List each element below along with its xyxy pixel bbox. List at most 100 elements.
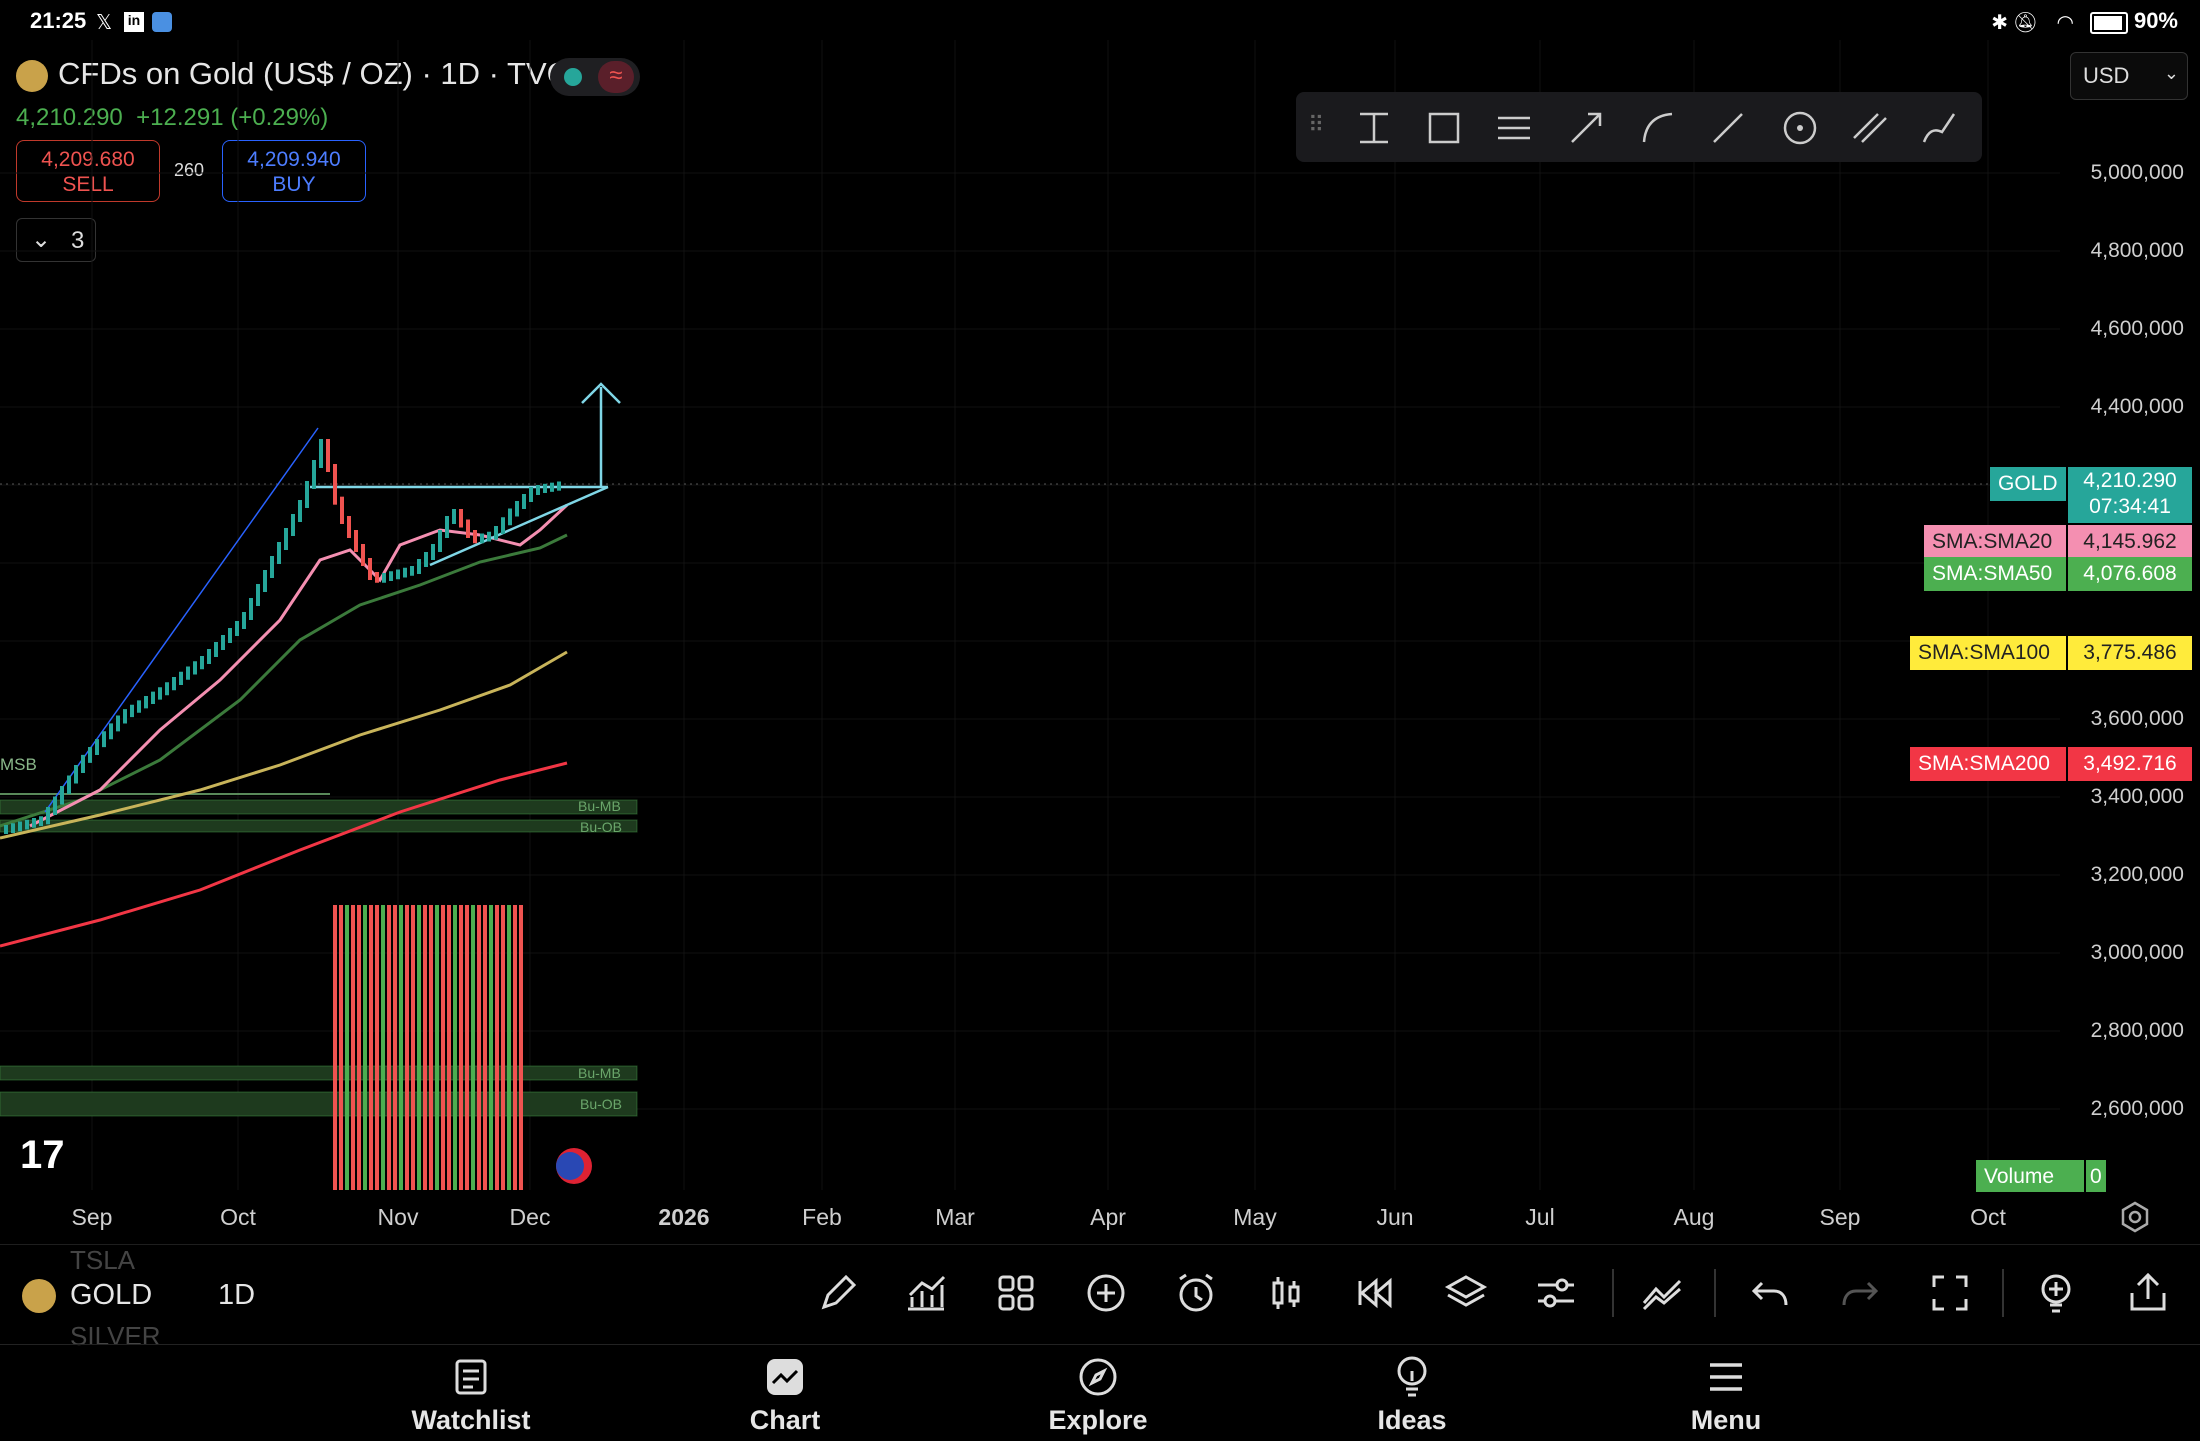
candle xyxy=(445,516,449,538)
wifi-icon: ◠ xyxy=(2056,12,2074,34)
parallel-channel-tool-icon[interactable] xyxy=(1848,106,1892,150)
candle xyxy=(74,765,78,784)
currency-select[interactable]: USD ⌄ xyxy=(2070,52,2188,100)
price-chart[interactable]: 17 xyxy=(0,0,2200,1240)
candle xyxy=(284,528,288,550)
trendline-tool-icon[interactable] xyxy=(1706,106,1750,150)
settings-sliders-icon[interactable] xyxy=(1532,1269,1580,1317)
candle xyxy=(417,559,421,574)
nav-watchlist[interactable]: Watchlist xyxy=(371,1345,571,1441)
rectangle-tool-icon[interactable] xyxy=(1422,106,1466,150)
delayed-data-icon: ≈ xyxy=(598,61,634,93)
volume-bar xyxy=(453,905,457,1190)
nav-explore[interactable]: Explore xyxy=(998,1345,1198,1441)
sma200-value-label: 3,492.716 xyxy=(2068,747,2192,781)
symbol-title[interactable]: CFDs on Gold (US$ / OZ) · 1D · TVC xyxy=(58,56,570,91)
candle xyxy=(214,642,218,657)
add-circle-icon[interactable] xyxy=(1082,1269,1130,1317)
candle xyxy=(172,677,176,691)
undo-icon[interactable] xyxy=(1746,1269,1794,1317)
layers-icon[interactable] xyxy=(1442,1269,1490,1317)
arrow-tool-icon[interactable] xyxy=(1564,106,1608,150)
gold-price-label: 4,210.290 07:34:41 xyxy=(2068,467,2192,523)
spread-value: 260 xyxy=(174,160,205,180)
alarm-clock-icon[interactable] xyxy=(1172,1269,1220,1317)
candle xyxy=(53,796,57,815)
sma20-value-label: 4,145.962 xyxy=(2068,525,2192,559)
chart-grid xyxy=(0,40,2060,1190)
indicators-toggle-button[interactable]: ⌄ 3 xyxy=(16,218,96,262)
volume-bar xyxy=(381,905,385,1190)
fullscreen-icon[interactable] xyxy=(1926,1269,1974,1317)
sell-button[interactable]: 4,209.680 SELL xyxy=(16,140,160,202)
compare-icon[interactable] xyxy=(1638,1269,1686,1317)
sma200-name-label: SMA:SMA200 xyxy=(1910,747,2066,781)
candle xyxy=(228,628,232,643)
circle-tool-icon[interactable] xyxy=(1778,106,1822,150)
drag-handle-icon[interactable]: ⠿ xyxy=(1308,112,1325,137)
candle xyxy=(543,483,547,493)
volume-bars xyxy=(333,905,523,1190)
drawing-toolbar: ⠿ xyxy=(1296,92,1982,162)
share-icon[interactable] xyxy=(2124,1269,2172,1317)
bu-mb-label: Bu-MB xyxy=(578,798,621,814)
candlestick-series xyxy=(4,439,561,834)
candle xyxy=(32,818,36,828)
bu-ob-label-lower: Bu-OB xyxy=(580,1096,623,1112)
brush-tool-icon[interactable] xyxy=(1918,106,1962,150)
candle xyxy=(270,556,274,578)
candle xyxy=(46,807,50,825)
volume-bar xyxy=(459,905,463,1190)
candle xyxy=(487,531,491,542)
candle xyxy=(39,816,43,826)
time-tick: Apr xyxy=(1090,1204,1126,1230)
pencil-icon[interactable] xyxy=(814,1269,862,1317)
candle xyxy=(305,481,309,508)
next-symbol[interactable]: SILVER xyxy=(70,1321,161,1351)
measure-tool-icon[interactable] xyxy=(1352,106,1396,150)
nav-chart[interactable]: Chart xyxy=(685,1345,885,1441)
candle xyxy=(333,464,337,505)
market-status-pill[interactable]: ≈ xyxy=(550,58,640,96)
fib-retracement-tool-icon[interactable] xyxy=(1492,106,1536,150)
candle xyxy=(375,572,379,583)
candle-style-icon[interactable] xyxy=(1262,1269,1310,1317)
candle xyxy=(431,544,435,560)
volume-bar xyxy=(519,905,523,1190)
bu-ob-zone-lower xyxy=(0,1091,638,1117)
volume-bar xyxy=(369,905,373,1190)
add-idea-icon[interactable] xyxy=(2032,1269,2080,1317)
candle xyxy=(144,696,148,709)
bu-ob-label: Bu-OB xyxy=(580,819,623,835)
candle xyxy=(508,508,512,526)
nav-ideas[interactable]: Ideas xyxy=(1312,1345,1512,1441)
path-tool-icon[interactable] xyxy=(1636,106,1680,150)
interval-button[interactable]: 1D xyxy=(218,1279,256,1311)
volume-bar xyxy=(417,905,421,1190)
buy-button[interactable]: 4,209.940 BUY xyxy=(222,140,366,202)
bu-mb-zone xyxy=(0,799,638,815)
candle xyxy=(501,517,505,534)
volume-bar xyxy=(411,905,415,1190)
current-symbol[interactable]: GOLD xyxy=(70,1279,153,1311)
price-tick: 3,200,000 xyxy=(2090,863,2184,886)
indicators-icon[interactable] xyxy=(902,1269,950,1317)
volume-bar xyxy=(405,905,409,1190)
settings-icon[interactable] xyxy=(2118,1200,2152,1234)
candle xyxy=(18,821,22,832)
candle xyxy=(277,542,281,564)
sma100-value-label: 3,775.486 xyxy=(2068,636,2192,670)
buy-price: 4,209.940 xyxy=(247,148,341,171)
candle xyxy=(452,509,456,524)
sma20-name-label: SMA:SMA20 xyxy=(1924,525,2066,559)
redo-icon[interactable] xyxy=(1836,1269,1884,1317)
prev-symbol[interactable]: TSLA xyxy=(70,1245,136,1275)
chevron-down-icon: ⌄ xyxy=(31,226,52,253)
layout-grid-icon[interactable] xyxy=(992,1269,1040,1317)
candle xyxy=(529,487,533,502)
candle xyxy=(263,570,267,592)
nav-menu[interactable]: Menu xyxy=(1626,1345,1826,1441)
replay-icon[interactable] xyxy=(1352,1269,1400,1317)
candle xyxy=(235,621,239,636)
candle xyxy=(256,584,260,606)
